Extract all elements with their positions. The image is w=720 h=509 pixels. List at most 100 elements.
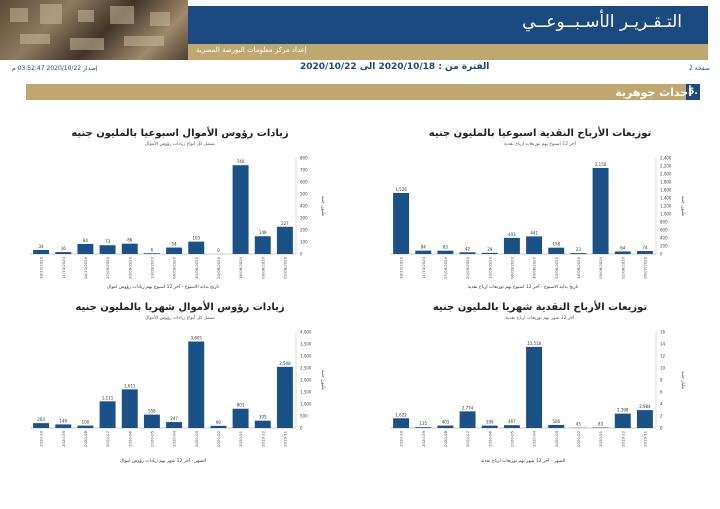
bar: [503, 425, 520, 428]
data-label: 84: [421, 245, 427, 250]
x-tick-label: 18/10/2020: [39, 256, 44, 278]
chart-title: توزيعات الأرباح النقدية شهريا بالمليون ج…: [432, 302, 648, 313]
y-tick-label: 1,000: [660, 212, 672, 217]
x-tick-label: 2020-03: [194, 430, 199, 446]
bar: [143, 253, 160, 254]
data-label: 441: [530, 230, 538, 235]
y-tick-label: 12: [660, 354, 666, 359]
bar: [393, 192, 410, 254]
bar: [276, 226, 293, 254]
data-label: 90: [216, 420, 222, 425]
data-label: 558: [148, 409, 156, 414]
x-tick-label: 2020-04: [532, 430, 537, 446]
y-tick-label: 2,500: [300, 366, 312, 371]
x-tick-label: 26/07/2020: [642, 256, 647, 278]
x-tick-label: 2020-02: [216, 430, 221, 446]
bar: [437, 250, 454, 254]
data-label: 1,526: [395, 187, 407, 192]
bar: [415, 250, 432, 254]
data-label: 203: [37, 417, 45, 422]
x-tick-label: 2020-10: [39, 430, 44, 446]
x-tick-label: 09/08/2020: [598, 256, 603, 278]
x-tick-label: 2020-02: [576, 430, 581, 446]
x-tick-label: 23/08/2020: [216, 256, 221, 278]
bar: [614, 413, 631, 428]
bar: [55, 424, 72, 428]
data-label: 227: [281, 221, 289, 226]
header-photo: [0, 0, 188, 60]
y-tick-label: 1,500: [300, 390, 312, 395]
report-period: الفترة من : 2020/10/18 الى 2020/10/22: [300, 62, 490, 72]
y-tick-label: 16: [660, 330, 666, 335]
x-tick-label: 2020-10: [399, 430, 404, 446]
x-tick-label: 2019-12: [260, 430, 265, 446]
data-label: 1,622: [395, 412, 407, 417]
data-label: 158: [552, 242, 560, 247]
bar: [33, 423, 50, 428]
x-tick-label: 2020-01: [598, 430, 603, 446]
x-tick-label: 2020-05: [149, 430, 154, 446]
x-tick-label: 20/09/2020: [127, 256, 132, 278]
bar: [33, 249, 50, 254]
x-tick-label: 20/09/2020: [465, 256, 470, 278]
data-label: 34: [39, 244, 45, 249]
chart-svg: 0 200 400 600 800 1,000 1,200 1,400 1,600 1,800 2,…: [390, 156, 685, 290]
bar: [570, 253, 587, 254]
section-title: أحداث جوهرية: [615, 86, 692, 99]
meta-row: صفحة 2 الفترة من : 2020/10/18 الى 2020/1…: [0, 62, 720, 76]
data-label: 42: [465, 246, 471, 251]
chart-subtitle: تشمل كل أنواع زيادات رؤوس الأموال: [144, 316, 216, 321]
bar: [210, 425, 227, 428]
y-tick-label: 200: [300, 228, 308, 233]
bar: [393, 418, 410, 428]
y-tick-label: 14: [660, 342, 666, 347]
x-tick-label: 2020-07: [465, 430, 470, 446]
y-tick-label: 400: [660, 236, 668, 241]
data-label: 1,111: [102, 395, 114, 400]
x-tick-label: 2019-11: [282, 430, 287, 446]
bar: [526, 346, 543, 428]
chart-title: زيادات رؤوس الأموال اسبوعيا بالمليون جني…: [71, 128, 289, 139]
y-tick-label: 300: [300, 216, 308, 221]
data-label: 83: [443, 245, 449, 250]
x-tick-label: 11/10/2020: [421, 256, 426, 278]
data-label: 403: [508, 232, 516, 237]
x-tick-label: 2020-08: [83, 430, 88, 446]
y-tick-label: 10: [660, 366, 666, 371]
y-axis-label: مليون جنيه: [320, 370, 325, 391]
y-tick-label: 500: [300, 192, 308, 197]
header-gold-strip: [188, 44, 708, 60]
bar: [99, 245, 116, 254]
data-label: 0: [217, 248, 220, 253]
bar: [503, 237, 520, 254]
y-tick-label: 3,000: [300, 354, 312, 359]
chart-svg: 0 100 200 300 400 500 600 700 800 مليون جنيه 34 18/…: [30, 156, 325, 290]
x-tick-label: 23/08/2020: [554, 256, 559, 278]
x-tick-label: 2020-09: [61, 430, 66, 446]
data-label: 13,518: [527, 341, 541, 346]
data-label: 83: [598, 422, 604, 427]
chart-subtitle: تشمل كل أنواع زيادات رؤوس الأموال: [144, 142, 216, 147]
y-tick-label: 700: [300, 168, 308, 173]
data-label: 2,150: [595, 162, 607, 167]
y-tick-label: 800: [660, 220, 668, 225]
x-tick-label: 09/08/2020: [260, 256, 265, 278]
data-label: 100: [82, 420, 90, 425]
y-tick-label: 0: [660, 426, 663, 431]
data-label: 740: [237, 159, 245, 164]
data-label: 148: [259, 230, 267, 235]
chart-title: توزيعات الأرباح النقدية اسبوعيا بالمليون…: [428, 128, 652, 139]
data-label: 103: [192, 236, 200, 241]
y-tick-label: 2,000: [660, 172, 672, 177]
data-label: 54: [172, 242, 178, 247]
y-tick-label: 4,000: [300, 330, 312, 335]
chart-weekly-capital-increases: زيادات رؤوس الأموال اسبوعيا بالمليون جني…: [30, 124, 330, 294]
data-label: 1,611: [124, 383, 136, 388]
issue-date: إصدار 2020/10/22 03:52:47 م: [12, 65, 98, 72]
y-tick-label: 500: [300, 414, 308, 419]
bar: [636, 251, 653, 254]
data-label: 29: [487, 247, 493, 252]
bar: [437, 425, 454, 428]
x-tick-label: 16/08/2020: [576, 256, 581, 278]
x-tick-label: 27/09/2020: [443, 256, 448, 278]
